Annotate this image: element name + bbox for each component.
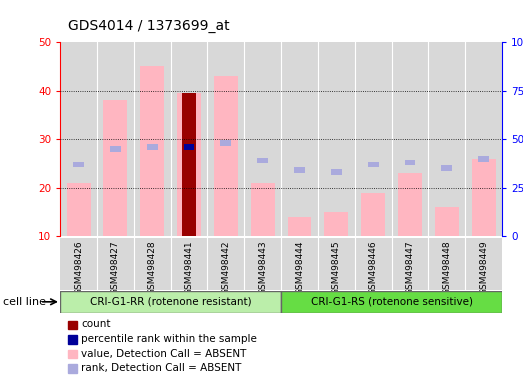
Bar (60, 238, 97, 290)
Bar (398, 173, 422, 236)
Bar (60, 42, 97, 236)
Text: GSM498426: GSM498426 (74, 241, 83, 295)
Bar (244, 42, 281, 236)
Bar (392, 238, 428, 290)
Text: count: count (81, 319, 110, 329)
Text: GSM498441: GSM498441 (185, 241, 194, 295)
Text: percentile rank within the sample: percentile rank within the sample (81, 334, 257, 344)
Bar (134, 42, 170, 236)
Text: GSM498442: GSM498442 (221, 241, 230, 295)
Text: GSM498443: GSM498443 (258, 241, 267, 295)
Bar (134, 238, 170, 290)
Bar (294, 167, 305, 173)
Bar (331, 169, 342, 175)
Bar (140, 66, 164, 236)
Bar (288, 217, 312, 236)
Bar (392, 42, 428, 236)
Bar (441, 166, 452, 171)
Text: GSM498428: GSM498428 (147, 241, 157, 295)
Bar (97, 42, 134, 236)
Bar (281, 42, 318, 236)
Bar (478, 156, 489, 162)
Text: GSM498447: GSM498447 (405, 241, 415, 295)
Bar (104, 101, 128, 236)
Bar (147, 144, 157, 150)
Bar (405, 160, 415, 166)
Text: GSM498445: GSM498445 (332, 241, 341, 295)
Bar (355, 42, 392, 236)
Bar (368, 162, 379, 167)
Bar (465, 238, 502, 290)
Bar (221, 140, 231, 146)
Text: GSM498449: GSM498449 (479, 241, 488, 295)
Bar (244, 238, 281, 290)
Text: cell line: cell line (3, 297, 46, 307)
Text: value, Detection Call = ABSENT: value, Detection Call = ABSENT (81, 349, 246, 359)
Bar (251, 183, 275, 236)
Bar (361, 192, 385, 236)
Bar (472, 159, 496, 236)
Bar (208, 42, 244, 236)
Text: GSM498444: GSM498444 (295, 241, 304, 295)
Bar (428, 42, 465, 236)
Bar (214, 76, 238, 236)
Bar (97, 238, 134, 290)
Bar (170, 42, 208, 236)
Bar (324, 212, 348, 236)
Bar (170, 238, 208, 290)
FancyBboxPatch shape (60, 291, 281, 313)
Text: GSM498446: GSM498446 (369, 241, 378, 295)
Text: CRI-G1-RR (rotenone resistant): CRI-G1-RR (rotenone resistant) (90, 297, 252, 307)
Bar (208, 238, 244, 290)
Text: rank, Detection Call = ABSENT: rank, Detection Call = ABSENT (81, 363, 242, 373)
Bar (183, 93, 196, 236)
Bar (177, 93, 201, 236)
Text: GDS4014 / 1373699_at: GDS4014 / 1373699_at (68, 19, 230, 33)
FancyBboxPatch shape (281, 291, 502, 313)
Bar (184, 144, 195, 150)
Text: GSM498427: GSM498427 (111, 241, 120, 295)
Bar (355, 238, 392, 290)
Bar (66, 183, 90, 236)
Bar (184, 144, 195, 150)
Bar (435, 207, 459, 236)
Bar (281, 238, 318, 290)
Bar (257, 157, 268, 164)
Bar (318, 42, 355, 236)
Bar (73, 162, 84, 167)
Bar (110, 146, 121, 152)
Text: CRI-G1-RS (rotenone sensitive): CRI-G1-RS (rotenone sensitive) (311, 297, 473, 307)
Bar (465, 42, 502, 236)
Bar (318, 238, 355, 290)
Text: GSM498448: GSM498448 (442, 241, 451, 295)
Bar (428, 238, 465, 290)
